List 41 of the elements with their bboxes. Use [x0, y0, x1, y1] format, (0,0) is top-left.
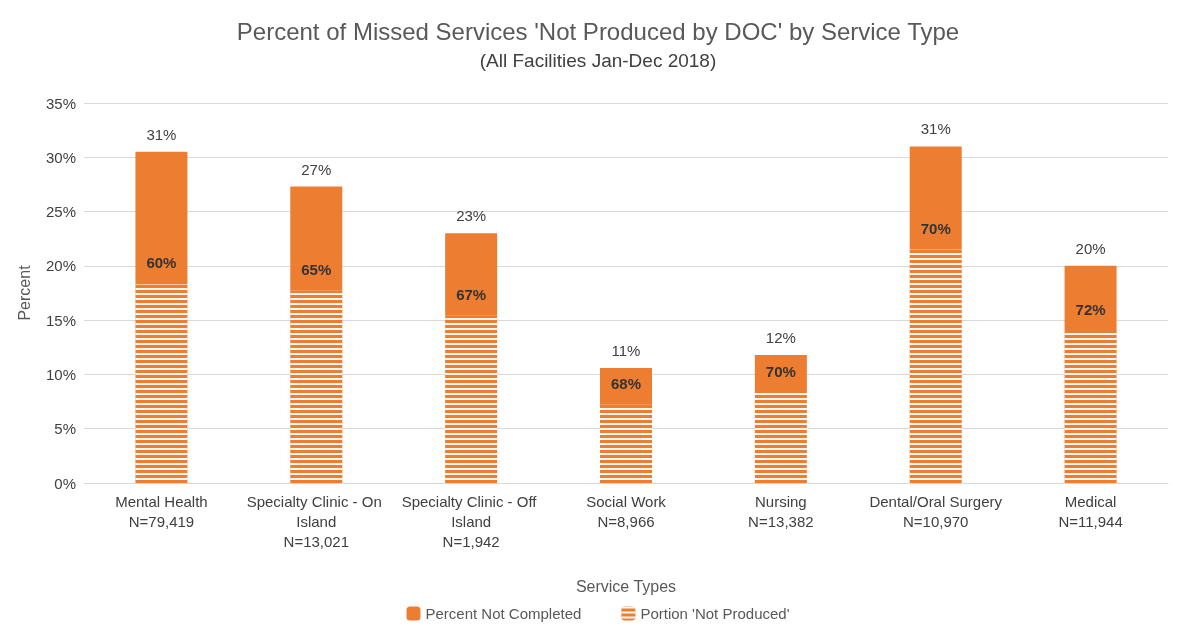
bar	[909, 146, 962, 250]
y-tick-label: 5%	[54, 420, 76, 438]
bar	[290, 186, 343, 291]
x-axis-title: Service Types	[575, 577, 677, 595]
y-tick-label: 20%	[45, 257, 76, 275]
x-tick-label: Specialty Clinic - On Island N=13,021	[246, 492, 386, 550]
y-tick-label: 15%	[45, 311, 76, 329]
bar	[1064, 265, 1117, 331]
bar	[754, 354, 807, 393]
chart-subtitle: (All Facilities Jan-Dec 2018)	[479, 50, 717, 71]
annotation: 72%	[1075, 301, 1106, 318]
annotation: 60%	[146, 254, 177, 272]
total-label: 23%	[456, 207, 487, 225]
legend-label: Percent Not Completed	[425, 605, 582, 622]
annotation: 68%	[610, 374, 642, 392]
y-tick-label: 10%	[45, 365, 76, 383]
y-tick-label: 35%	[45, 94, 76, 112]
annotation: 70%	[920, 219, 951, 237]
x-tick-label: Specialty Clinic - Off Island N=1,942	[401, 492, 541, 550]
annotation: 67%	[456, 285, 487, 303]
legend-label: Portion 'Not Produced'	[640, 605, 790, 622]
total-label: 31%	[920, 120, 951, 138]
y-axis-title: Percent	[15, 264, 33, 321]
total-label: 11%	[611, 341, 641, 359]
y-tick-label: 0%	[54, 474, 76, 492]
y-tick-label: 25%	[45, 203, 76, 221]
chart-title: Percent of Missed Services 'Not Produced by DOC' by Service Type	[236, 17, 960, 45]
total-label: 12%	[765, 328, 796, 346]
annotation: 65%	[301, 260, 332, 278]
x-tick-label: Medical N=11,944	[1058, 492, 1123, 530]
x-tick-label: Dental/Oral Surgery N=10,970	[869, 492, 1003, 530]
y-tick-label: 30%	[45, 148, 76, 166]
total-label: 20%	[1075, 239, 1106, 257]
total-label: 27%	[301, 160, 332, 178]
total-label: 31%	[146, 125, 177, 143]
annotation: 70%	[765, 362, 796, 380]
x-tick-label: Nursing N=13,382	[748, 492, 814, 530]
x-tick-label: Mental Health N=79,419	[115, 492, 208, 530]
bar	[135, 151, 188, 285]
bar	[445, 233, 498, 316]
x-tick-label: Social Work N=8,966	[586, 492, 667, 530]
